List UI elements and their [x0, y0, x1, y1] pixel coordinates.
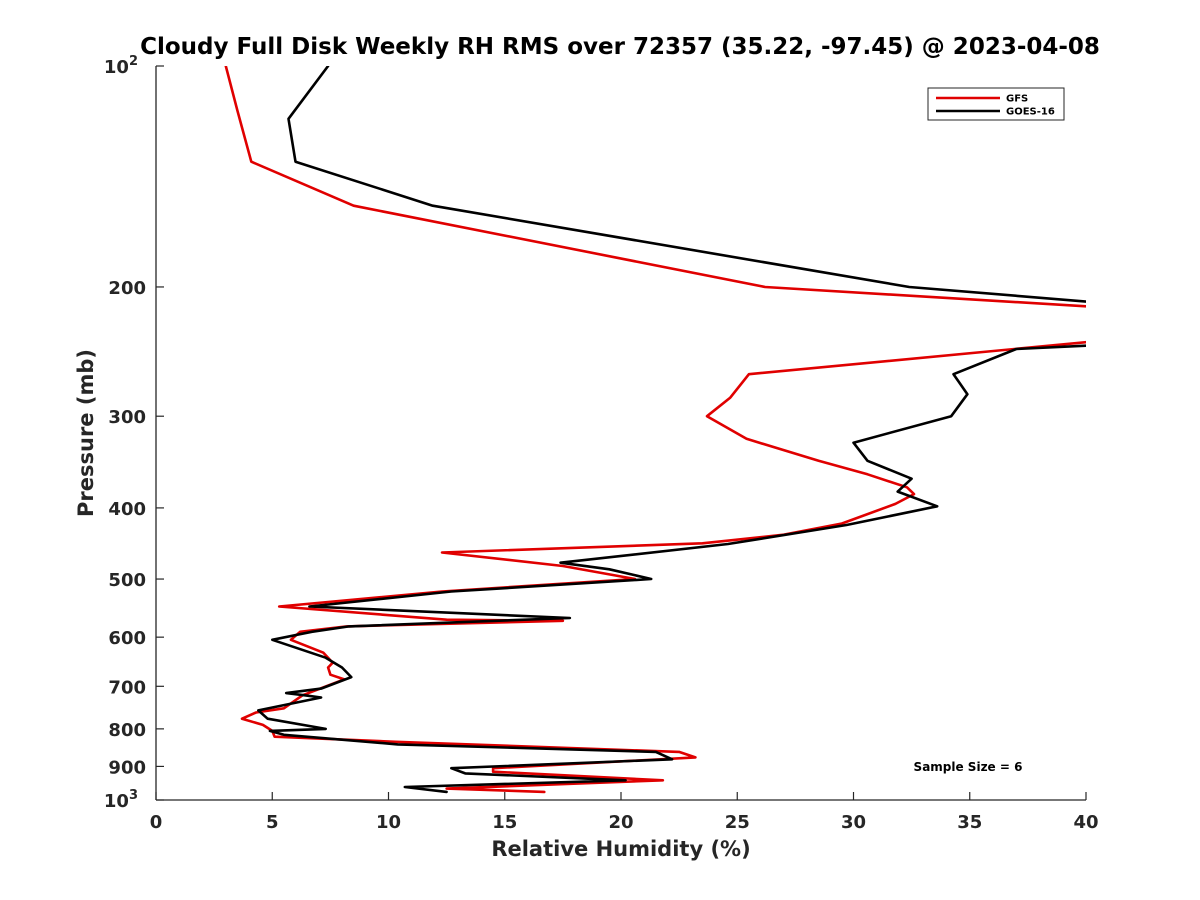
sample-size-annotation: Sample Size = 6 [914, 760, 1023, 774]
legend-box [927, 87, 1065, 121]
y-ticks: 102 200 300 400 500 600 700 800 900 103 [104, 54, 164, 812]
series-line-goes-16 [256, 66, 1086, 794]
x-tick-label: 40 [1073, 812, 1098, 833]
x-tick-label: 5 [266, 812, 279, 833]
chart-title: Cloudy Full Disk Weekly RH RMS over 7235… [140, 34, 1100, 60]
x-axis-label: Relative Humidity (%) [491, 837, 750, 861]
y-tick-label: 400 [108, 499, 146, 520]
x-tick-label: 35 [957, 812, 982, 833]
x-tick-label: 0 [150, 812, 163, 833]
y-tick-label: 900 [108, 757, 146, 778]
y-tick-label: 600 [108, 628, 146, 649]
x-tick-label: 25 [725, 812, 750, 833]
y-tick-label: 700 [108, 677, 146, 698]
series-line-gfs [224, 66, 1086, 794]
legend: GFS GOES-16 [927, 87, 1065, 121]
y-tick-label: 500 [108, 570, 146, 591]
y-tick-label: 300 [108, 407, 146, 428]
legend-label-gfs: GFS [1006, 94, 1028, 105]
legend-label-goes-16: GOES-16 [1006, 107, 1055, 118]
y-tick-label: 800 [108, 720, 146, 741]
y-tick-label: 102 [104, 54, 138, 78]
y-tick-label: 200 [108, 278, 146, 299]
x-tick-label: 10 [376, 812, 401, 833]
y-tick-label: 103 [104, 788, 138, 812]
x-tick-label: 20 [608, 812, 633, 833]
x-tick-label: 30 [841, 812, 866, 833]
x-ticks: 0 5 10 15 20 25 30 35 40 [150, 792, 1099, 833]
series-layer [224, 66, 1086, 794]
y-axis-label: Pressure (mb) [74, 349, 98, 517]
x-tick-label: 15 [492, 812, 517, 833]
